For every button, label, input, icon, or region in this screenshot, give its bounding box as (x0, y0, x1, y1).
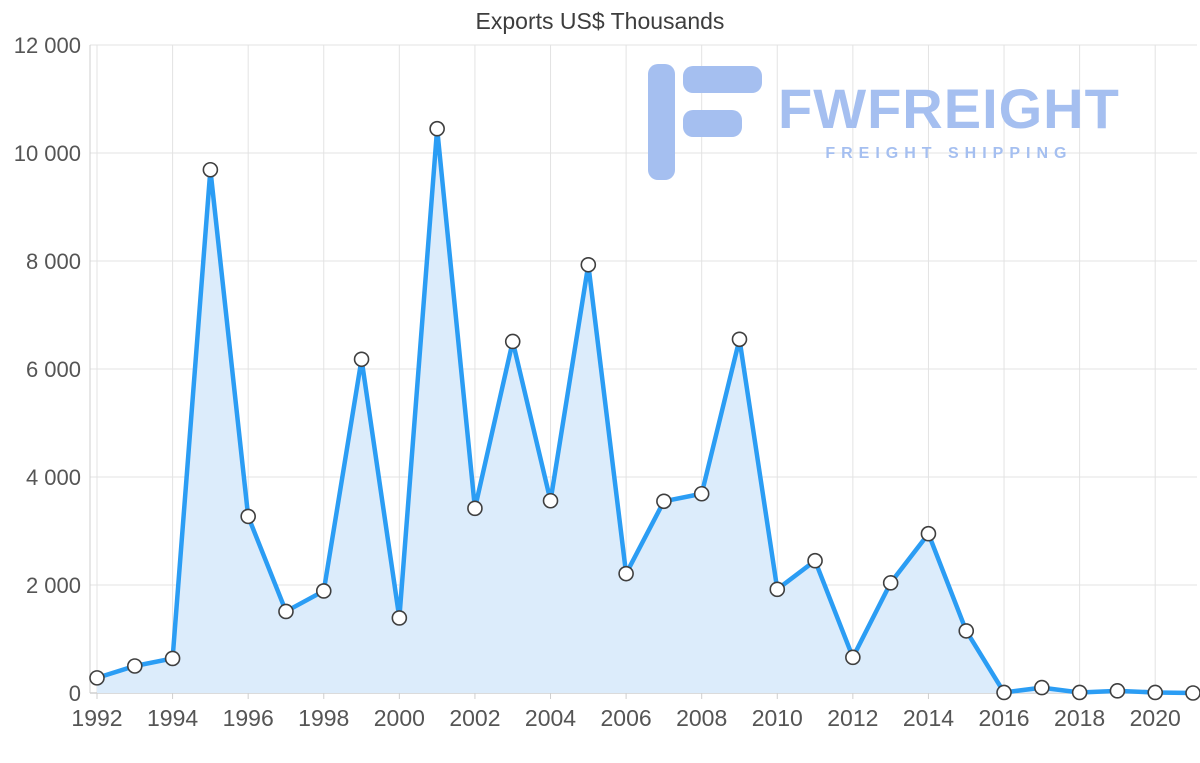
x-axis-label: 1998 (298, 705, 349, 731)
data-point-marker (920, 525, 937, 542)
data-point-marker (353, 351, 370, 368)
data-point-marker (882, 575, 899, 591)
data-point-marker (958, 623, 975, 639)
data-point-marker (845, 649, 861, 666)
data-point-marker (731, 331, 748, 348)
data-point-marker (769, 581, 786, 598)
data-point-marker (164, 650, 181, 667)
x-axis-label: 1994 (147, 705, 198, 731)
data-point-marker (693, 485, 710, 502)
data-point-marker (1109, 683, 1126, 699)
data-point-marker (89, 670, 105, 686)
y-axis-label: 4 000 (26, 465, 81, 490)
data-point-marker (278, 603, 294, 620)
chart-title: Exports US$ Thousands (475, 8, 725, 34)
data-point-marker (126, 658, 143, 674)
data-point-marker (429, 120, 445, 137)
data-point-marker (315, 583, 332, 599)
x-axis-label: 2018 (1054, 705, 1105, 731)
data-point-marker (656, 493, 672, 510)
data-point-marker (1034, 679, 1050, 696)
data-point-marker (504, 333, 521, 350)
x-axis-label: 2006 (601, 705, 652, 731)
x-axis-label: 2000 (374, 705, 425, 731)
x-axis-label: 2016 (978, 705, 1029, 731)
data-point-marker (467, 500, 483, 517)
x-axis-label: 2020 (1130, 705, 1181, 731)
y-axis-label: 12 000 (14, 33, 81, 58)
y-axis-label: 10 000 (14, 141, 81, 166)
x-axis-label: 2004 (525, 705, 576, 731)
x-axis-label: 2008 (676, 705, 727, 731)
data-point-marker (391, 610, 408, 626)
x-axis-label: 2012 (827, 705, 878, 731)
data-point-marker (1071, 684, 1088, 701)
y-axis-label: 2 000 (26, 573, 81, 598)
y-axis-label: 8 000 (26, 249, 81, 274)
data-point-marker (240, 508, 256, 525)
x-axis-label: 2002 (449, 705, 500, 731)
x-axis-label: 2010 (752, 705, 803, 731)
data-point-marker (1147, 684, 1164, 701)
x-axis-label: 1992 (71, 705, 122, 731)
data-point-marker (1185, 685, 1200, 701)
area-fill (97, 128, 1193, 693)
y-axis-label: 0 (69, 681, 81, 706)
data-point-marker (996, 684, 1012, 701)
y-axis-label: 6 000 (26, 357, 81, 382)
data-point-marker (580, 256, 597, 273)
data-point-marker (202, 161, 219, 178)
x-axis-label: 2014 (903, 705, 954, 731)
data-point-marker (542, 492, 559, 509)
data-point-marker (807, 552, 823, 569)
x-axis-label: 1996 (223, 705, 274, 731)
data-point-marker (618, 565, 634, 582)
